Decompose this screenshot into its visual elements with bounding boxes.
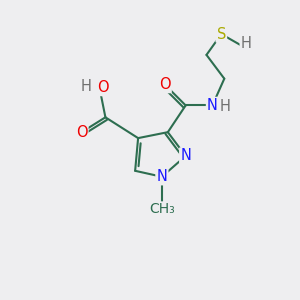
Text: H: H — [81, 79, 92, 94]
Text: N: N — [157, 169, 167, 184]
Text: H: H — [240, 35, 251, 50]
Text: N: N — [207, 98, 218, 113]
Text: O: O — [76, 125, 88, 140]
Text: O: O — [97, 80, 108, 95]
Text: CH₃: CH₃ — [149, 202, 175, 216]
Text: S: S — [217, 27, 226, 42]
Text: H: H — [220, 99, 230, 114]
Text: N: N — [180, 148, 191, 164]
Text: O: O — [159, 77, 171, 92]
